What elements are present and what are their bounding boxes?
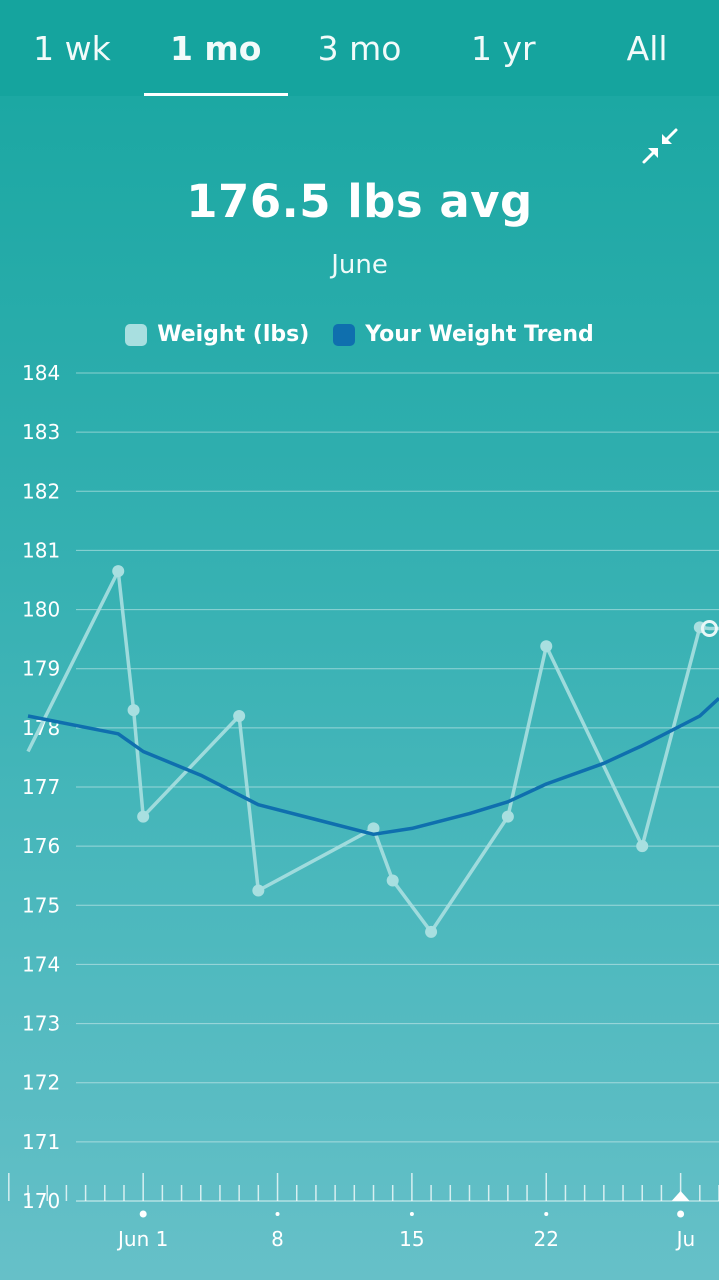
- x-tick-label: 22: [534, 1227, 559, 1251]
- tab-1-month[interactable]: 1 mo: [143, 0, 288, 96]
- average-weight-headline: 176.5 lbs avg: [186, 175, 533, 228]
- chart-legend: Weight (lbs) Your Weight Trend: [0, 322, 719, 347]
- collapse-arrows-icon[interactable]: [640, 126, 680, 166]
- y-tick-label: 179: [22, 657, 60, 681]
- tab-1-week[interactable]: 1 wk: [33, 28, 111, 68]
- legend-trend-swatch: [333, 323, 356, 346]
- legend-trend-label: Your Weight Trend: [365, 322, 594, 347]
- y-tick-label: 183: [22, 420, 60, 444]
- legend-trend: Your Weight Trend: [333, 322, 594, 347]
- y-tick-label: 172: [22, 1071, 60, 1095]
- y-tick-label: 171: [22, 1130, 60, 1154]
- y-tick-label: 177: [22, 775, 60, 799]
- tab-3-months[interactable]: 3 mo: [317, 28, 402, 68]
- tab-1-year[interactable]: 1 yr: [470, 28, 536, 68]
- legend-weight: Weight (lbs): [125, 322, 309, 347]
- y-tick-label: 184: [22, 361, 60, 385]
- trend-line: [27, 697, 719, 837]
- y-tick-label: 182: [22, 479, 60, 503]
- y-tick-label: 175: [22, 893, 60, 917]
- weight-point: [501, 810, 514, 823]
- weight-point: [233, 710, 246, 723]
- weight-line: [26, 569, 719, 934]
- legend-weight-label: Weight (lbs): [157, 322, 310, 347]
- x-tick-dot: [544, 1212, 549, 1216]
- x-tick-label: 8: [271, 1227, 284, 1251]
- timeframe-tabs: 1 wk 1 mo 3 mo 1 yr All: [0, 0, 719, 96]
- weight-point: [386, 874, 399, 887]
- x-tick-dot: [409, 1212, 414, 1216]
- weight-point: [252, 884, 265, 897]
- weight-point: [425, 925, 438, 938]
- y-tick-label: 180: [22, 598, 60, 622]
- y-tick-label: 176: [22, 834, 60, 858]
- weight-point: [636, 840, 649, 853]
- x-tick-label: Jun 1: [116, 1227, 168, 1251]
- weight-point: [367, 822, 380, 835]
- weight-point: [540, 640, 553, 653]
- x-tick-label: 15: [399, 1227, 424, 1251]
- x-tick-dot: [139, 1210, 147, 1218]
- tab-all[interactable]: All: [626, 28, 668, 68]
- weight-point: [112, 565, 125, 578]
- period-label: June: [331, 250, 388, 280]
- current-day-marker: [671, 1191, 690, 1201]
- x-tick-dot: [677, 1210, 685, 1218]
- weight-point: [127, 704, 140, 717]
- y-tick-label: 174: [22, 952, 60, 976]
- x-tick-label: Ju: [675, 1227, 696, 1251]
- legend-weight-swatch: [125, 323, 148, 346]
- y-tick-label: 181: [22, 538, 60, 562]
- weight-point: [137, 810, 150, 823]
- weight-point-current: [700, 619, 718, 637]
- y-tick-label: 173: [22, 1012, 60, 1036]
- x-tick-dot: [275, 1212, 280, 1216]
